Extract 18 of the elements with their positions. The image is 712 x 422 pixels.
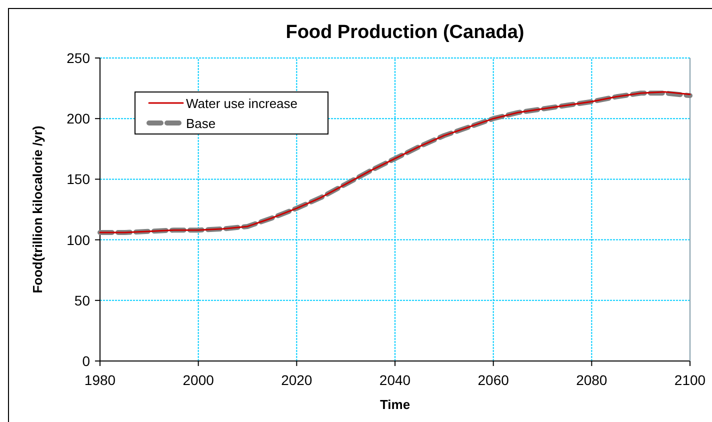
legend-label: Base [186,116,216,131]
x-tick-label: 2040 [379,372,411,388]
y-tick-label: 200 [66,110,90,127]
y-axis-title: Food(trillion kilocalorie /yr) [30,126,45,294]
y-tick-label: 50 [74,292,90,308]
x-tick-label: 1980 [84,372,116,388]
y-tick-label: 150 [66,171,90,188]
legend-label: Water use increase [186,96,298,111]
x-tick-label: 2100 [674,372,706,388]
chart-title: Food Production (Canada) [286,22,524,43]
x-axis-title: Time [380,397,410,412]
x-tick-label: 2020 [281,372,312,388]
y-tick-label: 250 [66,50,90,66]
x-tick-label: 2080 [576,372,608,388]
y-tick-label: 0 [82,353,90,369]
x-tick-label: 2000 [182,372,214,388]
x-tick-label: 2060 [478,372,510,388]
y-tick-label: 100 [66,232,90,248]
